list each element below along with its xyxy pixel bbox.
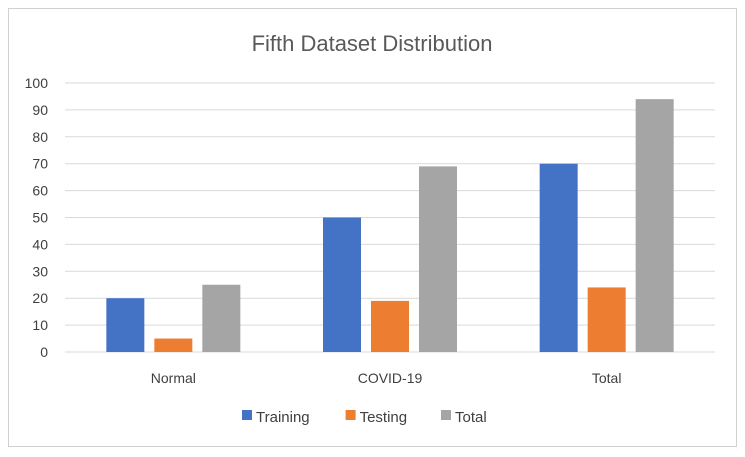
x-tick-label: Normal <box>151 370 196 386</box>
legend: Training Testing Total <box>242 409 487 426</box>
bars <box>106 99 674 352</box>
y-tick-label: 20 <box>32 290 48 306</box>
x-tick-label: Total <box>592 370 622 386</box>
bar-testing-covid19 <box>371 300 409 352</box>
legend-swatch-total <box>441 410 451 420</box>
y-tick-label: 40 <box>32 236 48 252</box>
legend-label-total: Total <box>455 409 487 426</box>
legend-label-training: Training <box>256 409 310 426</box>
y-tick-label: 70 <box>32 156 48 172</box>
y-axis-ticks: 0 10 20 30 40 50 60 70 80 90 100 <box>25 75 49 360</box>
bar-testing-normal <box>154 338 193 352</box>
y-tick-label: 90 <box>32 102 48 118</box>
y-tick-label: 80 <box>32 129 48 145</box>
y-tick-label: 50 <box>32 210 48 226</box>
y-tick-label: 30 <box>32 263 48 279</box>
bar-testing-total <box>587 287 626 352</box>
chart-frame <box>8 8 737 447</box>
chart-title: Fifth Dataset Distribution <box>252 31 493 56</box>
legend-label-testing: Testing <box>360 409 408 426</box>
x-tick-label: COVID-19 <box>358 370 423 386</box>
legend-swatch-testing <box>345 410 356 420</box>
bar-training-total <box>539 163 578 352</box>
y-tick-label: 100 <box>25 75 49 91</box>
legend-swatch-training <box>242 410 252 420</box>
x-axis-labels: Normal COVID-19 Total <box>151 370 622 386</box>
y-tick-label: 10 <box>32 317 48 333</box>
bar-training-normal <box>106 298 145 352</box>
bar-training-covid19 <box>323 217 361 352</box>
bar-total-covid19 <box>419 166 457 352</box>
bar-total-normal <box>202 284 241 352</box>
bar-total-total <box>635 99 674 352</box>
y-tick-label: 60 <box>32 183 48 199</box>
y-tick-label: 0 <box>40 344 48 360</box>
